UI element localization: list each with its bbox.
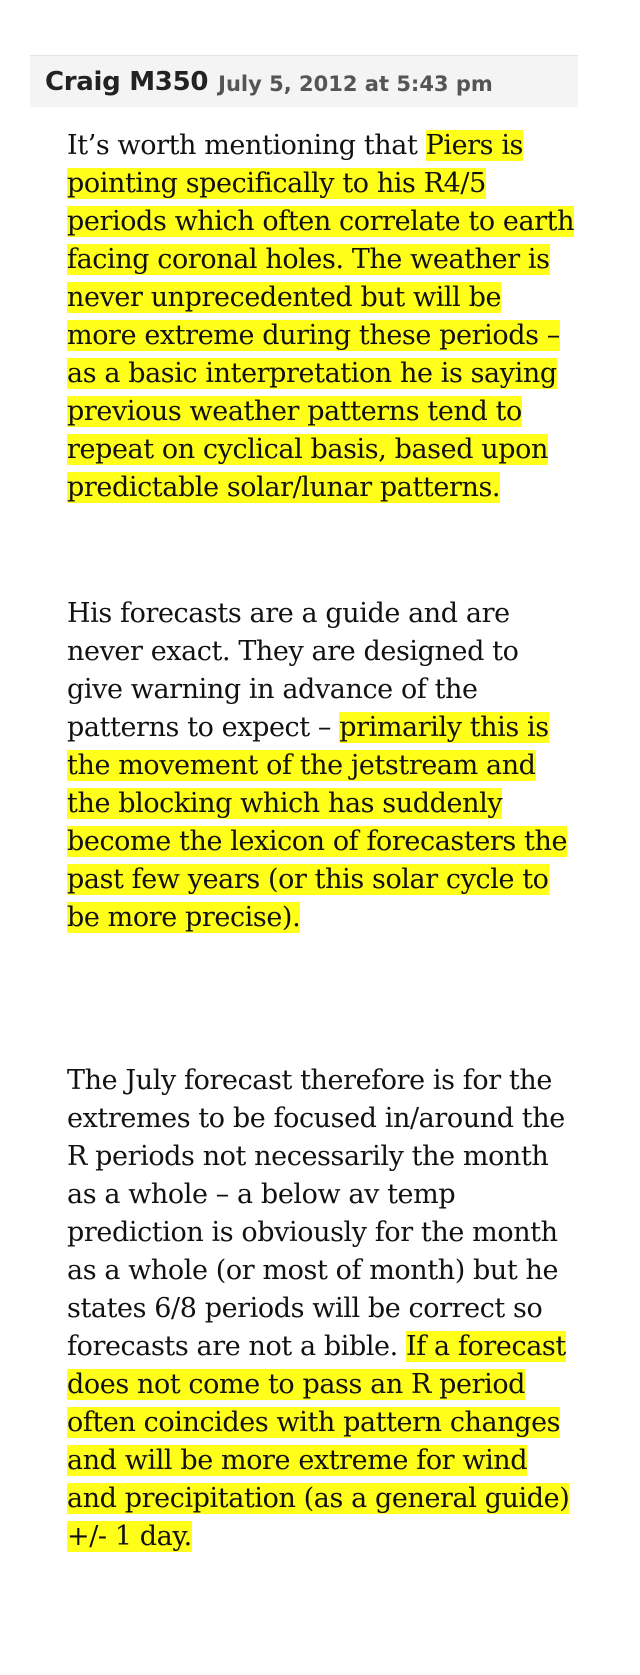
- comment-date[interactable]: July 5, 2012 at 5:43 pm: [218, 71, 493, 96]
- paragraph-text: His forecasts are a guide and are never …: [67, 598, 519, 743]
- highlighted-text: If a forecast does not come to pass an R…: [67, 1331, 570, 1552]
- comment-paragraph: The July forecast therefore is for the e…: [67, 1062, 576, 1556]
- highlighted-text: primarily this is the movement of the je…: [67, 712, 568, 933]
- highlighted-text: Piers is pointing specifically to his R4…: [67, 130, 575, 503]
- comment-author[interactable]: Craig M350: [45, 66, 209, 97]
- comment: Craig M350 July 5, 2012 at 5:43 pm It’s …: [30, 55, 578, 1556]
- comment-header: Craig M350 July 5, 2012 at 5:43 pm: [30, 55, 578, 107]
- paragraph-text: The July forecast therefore is for the e…: [67, 1065, 565, 1362]
- comment-paragraph: It’s worth mentioning that Piers is poin…: [67, 127, 576, 507]
- comment-body: It’s worth mentioning that Piers is poin…: [30, 127, 578, 1556]
- comment-paragraph: His forecasts are a guide and are never …: [67, 595, 576, 937]
- paragraph-text: It’s worth mentioning that: [67, 130, 426, 161]
